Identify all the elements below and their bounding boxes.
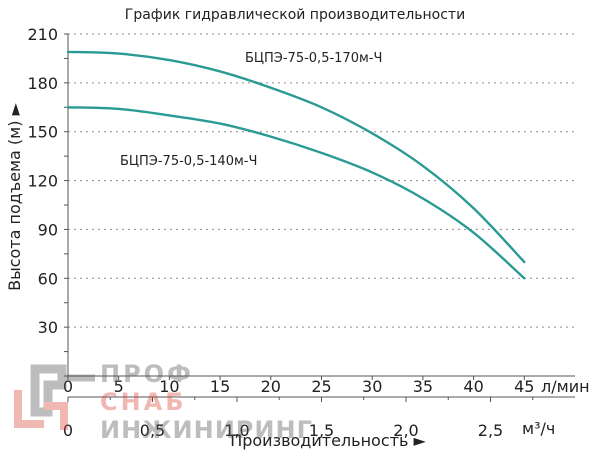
x-tick-label: 25 bbox=[311, 377, 331, 396]
y-tick-label: 180 bbox=[27, 74, 58, 93]
x-tick-label: 5 bbox=[114, 377, 124, 396]
x-unit-secondary: м³/ч bbox=[522, 419, 555, 438]
chart-title: График гидравлической производительности bbox=[125, 7, 465, 23]
y-tick-label: 30 bbox=[38, 318, 58, 337]
x-tick-label: 35 bbox=[413, 377, 433, 396]
x2-tick-label: 0,5 bbox=[140, 421, 165, 440]
x2-tick-label: 1,5 bbox=[309, 421, 334, 440]
series-label-170m: БЦПЭ-75-0,5-170м-Ч bbox=[245, 51, 382, 66]
x-tick-label: 10 bbox=[159, 377, 179, 396]
y-tick-label: 60 bbox=[38, 269, 58, 288]
series-lines bbox=[66, 50, 526, 280]
x2-tick-label: 2,5 bbox=[478, 421, 503, 440]
y-tick-label: 150 bbox=[27, 123, 58, 142]
x-tick-label: 40 bbox=[463, 377, 483, 396]
x-axis-title: Производительность ► bbox=[230, 431, 426, 450]
y-tick-label: 120 bbox=[27, 172, 58, 191]
watermark-emblem-icon bbox=[14, 364, 95, 430]
watermark-text-2: СНАБ bbox=[100, 388, 187, 416]
series-label-140m: БЦПЭ-75-0,5-140м-Ч bbox=[120, 154, 257, 169]
watermark-text-1: ПРОФ bbox=[100, 360, 194, 388]
y-tick-label: 90 bbox=[38, 220, 58, 239]
grid bbox=[68, 33, 575, 328]
series-line-0 bbox=[66, 50, 526, 264]
watermark-text-3: ИНЖИНИРИНГ bbox=[100, 416, 313, 444]
x2-tick-label: 2,0 bbox=[393, 421, 418, 440]
x-tick-label: 30 bbox=[362, 377, 382, 396]
tick-labels: 30 60 90 120 150 180 210 0 5 10 15 20 25 30 35 40 45 0 0,5… bbox=[27, 25, 534, 440]
x-tick-label: 20 bbox=[261, 377, 281, 396]
x-tick-label: 45 bbox=[514, 377, 534, 396]
series-line-1 bbox=[66, 106, 526, 280]
watermark-logo: ПРОФ СНАБ ИНЖИНИРИНГ bbox=[14, 360, 313, 444]
x-tick-label: 0 bbox=[63, 377, 73, 396]
axes bbox=[64, 33, 575, 402]
x-tick-label: 15 bbox=[210, 377, 230, 396]
x-unit-primary: л/мин bbox=[541, 377, 590, 396]
y-tick-label: 210 bbox=[27, 25, 58, 44]
x2-tick-label: 0 bbox=[63, 421, 73, 440]
x2-tick-label: 1,0 bbox=[224, 421, 249, 440]
y-axis-title: Высота подъема (м) ► bbox=[5, 102, 24, 290]
